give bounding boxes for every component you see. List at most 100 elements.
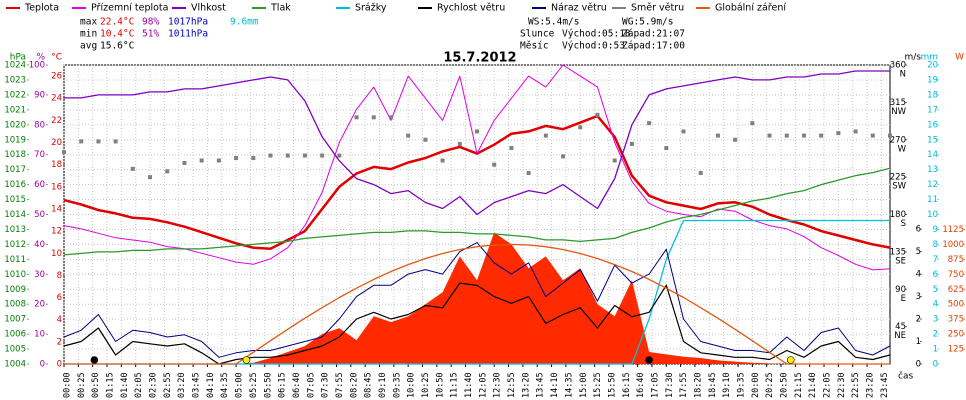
- y-tick-label: 0: [933, 360, 938, 370]
- y-tick-label: 0: [916, 360, 921, 370]
- y-tick-label: 1011: [4, 255, 26, 265]
- x-tick-label: 08:45: [364, 372, 374, 398]
- direction-point: [526, 170, 531, 175]
- y-tick-label: 12: [927, 180, 938, 190]
- y-tick-label: 1010: [4, 270, 26, 280]
- compass-label: SE: [895, 256, 906, 266]
- y-tick-label: 18: [51, 160, 62, 170]
- direction-point: [612, 158, 617, 163]
- direction-point: [423, 137, 428, 142]
- sun-moon-marker: [90, 356, 99, 364]
- stat-text: 98%: [142, 17, 159, 28]
- stat-text: avg: [80, 41, 97, 52]
- compass-label: E: [901, 294, 906, 304]
- x-tick-label: 17:05: [650, 372, 660, 398]
- y-tick-label: 11: [927, 195, 938, 205]
- direction-point: [130, 166, 135, 171]
- y-tick-label: 6: [57, 293, 62, 303]
- stat-text: min: [80, 29, 97, 40]
- direction-point: [148, 175, 153, 180]
- x-tick-label: 22:05: [823, 372, 833, 398]
- chart-title: 15.7.2012: [443, 51, 516, 66]
- direction-point: [888, 133, 892, 138]
- y-tick-label: 270: [890, 135, 906, 145]
- y-tick-label: 10: [51, 249, 62, 259]
- x-tick-label: 14:35: [564, 372, 574, 398]
- y-tick-label: 1017: [4, 165, 26, 175]
- x-axis-label: čas: [898, 371, 913, 382]
- x-tick-label: 06:40: [292, 372, 302, 398]
- direction-point: [561, 154, 566, 159]
- y-tick-label: 250: [948, 330, 964, 340]
- y-axis-label: °C: [51, 53, 62, 63]
- direction-point: [853, 129, 858, 134]
- series-line: [63, 167, 891, 256]
- y-tick-label: 2: [916, 315, 921, 325]
- direction-point: [354, 115, 359, 120]
- direction-point: [664, 146, 669, 151]
- y-tick-label: 1125: [942, 225, 964, 235]
- y-tick-label: 30: [34, 270, 45, 280]
- x-tick-label: 15:50: [607, 372, 617, 398]
- direction-point: [647, 121, 652, 126]
- x-tick-label: 04:10: [206, 372, 216, 398]
- x-tick-label: 17:30: [665, 372, 675, 398]
- y-tick-label: 1012: [4, 240, 26, 250]
- y-tick-label: 40: [34, 240, 45, 250]
- compass-label: W: [898, 144, 907, 154]
- y-tick-label: 1018: [4, 150, 26, 160]
- series-line: [63, 242, 891, 358]
- series-line: [64, 243, 890, 365]
- y-tick-label: 2: [933, 330, 938, 340]
- x-tick-label: 03:20: [177, 372, 187, 398]
- y-tick-label: 135: [890, 247, 906, 257]
- y-tick-label: 17: [927, 105, 938, 115]
- x-tick-label: 05:50: [263, 372, 273, 398]
- stat-text: Východ:05:18: [562, 29, 631, 40]
- stat-text: Východ:0:53: [562, 41, 625, 52]
- y-axis-label: W: [955, 53, 964, 63]
- y-tick-label: 3: [933, 315, 938, 325]
- x-tick-label: 18:20: [693, 372, 703, 398]
- y-tick-label: 5: [916, 247, 921, 257]
- direction-point: [268, 153, 273, 158]
- direction-point: [767, 133, 772, 138]
- legend-label: Vlhkost: [191, 3, 226, 14]
- y-axis-label: hPa: [10, 53, 26, 63]
- direction-point: [113, 139, 118, 144]
- y-tick-label: 500: [948, 300, 964, 310]
- y-tick-label: 16: [927, 120, 938, 130]
- y-tick-label: 1014: [4, 210, 26, 220]
- x-tick-label: 12:05: [478, 372, 488, 398]
- direction-point: [96, 139, 101, 144]
- direction-point: [870, 133, 875, 138]
- y-tick-label: 70: [34, 150, 45, 160]
- y-tick-label: 3: [916, 292, 921, 302]
- y-tick-label: 8: [57, 271, 62, 281]
- y-tick-label: 1007: [4, 315, 26, 325]
- y-tick-label: 26: [51, 72, 62, 82]
- x-tick-label: 20:25: [765, 372, 775, 398]
- y-tick-label: 22: [51, 116, 62, 126]
- y-tick-label: 1015: [4, 195, 26, 205]
- x-tick-label: 11:15: [450, 372, 460, 398]
- direction-point: [836, 131, 841, 136]
- compass-label: NW: [891, 107, 906, 117]
- y-tick-label: 1: [916, 337, 921, 347]
- y-tick-label: 1021: [4, 105, 26, 115]
- direction-point: [681, 129, 686, 134]
- x-tick-label: 11:40: [464, 372, 474, 398]
- direction-point: [784, 133, 789, 138]
- stat-text: 1017hPa: [168, 17, 208, 28]
- direction-point: [819, 133, 824, 138]
- y-tick-label: 1: [933, 345, 938, 355]
- y-tick-label: 12: [51, 227, 62, 237]
- direction-point: [337, 153, 342, 158]
- direction-point: [199, 158, 204, 163]
- series-line: [64, 70, 890, 216]
- direction-point: [302, 153, 307, 158]
- y-tick-label: 6: [933, 270, 938, 280]
- stat-text: 10.4°C: [100, 29, 134, 40]
- x-tick-label: 14:10: [550, 372, 560, 398]
- y-tick-label: 315: [890, 98, 906, 108]
